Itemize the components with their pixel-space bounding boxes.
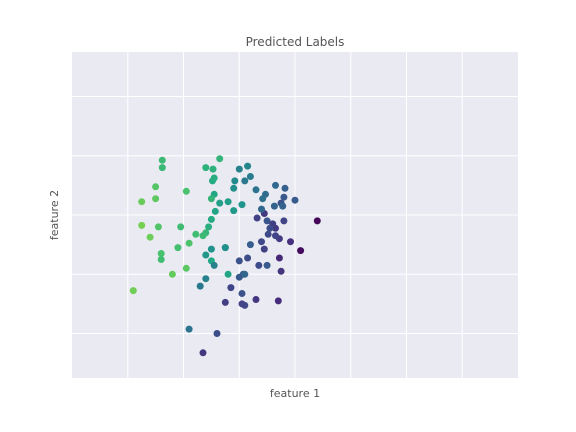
scatter-point bbox=[221, 298, 229, 306]
scatter-point bbox=[277, 267, 285, 275]
scatter-point bbox=[280, 217, 288, 225]
scatter-point bbox=[168, 270, 176, 278]
scatter-point bbox=[227, 284, 235, 292]
scatter-point bbox=[287, 238, 294, 246]
scatter-point bbox=[129, 287, 137, 295]
scatter-point bbox=[246, 241, 254, 249]
scatter-point bbox=[241, 270, 249, 278]
scatter-point bbox=[199, 232, 207, 240]
scatter-point bbox=[202, 251, 210, 259]
scatter-point bbox=[192, 230, 200, 238]
scatter-point bbox=[252, 296, 260, 303]
y-axis-label: feature 2 bbox=[48, 190, 61, 240]
scatter-point bbox=[224, 198, 232, 206]
scatter-point bbox=[158, 156, 166, 164]
scatter-point bbox=[272, 181, 279, 189]
scatter-point bbox=[238, 300, 246, 308]
scatter-point bbox=[211, 207, 219, 215]
scatter-point bbox=[154, 223, 162, 231]
scatter-point bbox=[274, 297, 282, 305]
scatter-point bbox=[260, 245, 268, 253]
scatter-point bbox=[152, 195, 160, 203]
scatter-point bbox=[205, 223, 213, 231]
scatter-point bbox=[241, 177, 249, 185]
scatter-point bbox=[252, 186, 260, 194]
scatter-point bbox=[146, 233, 154, 241]
data-points bbox=[129, 155, 321, 357]
scatter-point bbox=[138, 221, 146, 229]
scatter-point bbox=[230, 207, 238, 215]
scatter-point bbox=[138, 198, 146, 206]
scatter-point bbox=[258, 205, 265, 213]
scatter-point bbox=[209, 165, 217, 173]
scatter-point bbox=[255, 261, 263, 269]
scatter-point bbox=[202, 164, 210, 172]
scatter-point bbox=[280, 193, 288, 201]
scatter-point bbox=[279, 202, 287, 210]
scatter-point bbox=[231, 177, 239, 185]
scatter-point bbox=[210, 261, 218, 269]
scatter-point bbox=[263, 217, 271, 225]
scatter-point bbox=[158, 164, 166, 172]
scatter-point bbox=[275, 254, 283, 262]
scatter-point bbox=[199, 349, 207, 357]
scatter-point bbox=[253, 214, 261, 222]
scatter-point bbox=[238, 290, 246, 297]
scatter-point bbox=[216, 199, 224, 207]
chart-title: Predicted Labels bbox=[246, 35, 345, 49]
scatter-point bbox=[235, 257, 243, 265]
scatter-point bbox=[258, 238, 265, 246]
scatter-point bbox=[244, 254, 252, 262]
scatter-point bbox=[221, 244, 229, 252]
scatter-point bbox=[266, 224, 274, 232]
scatter-point bbox=[291, 196, 299, 204]
scatter-point bbox=[177, 223, 185, 231]
scatter-point bbox=[216, 155, 224, 163]
scatter-point bbox=[224, 270, 232, 278]
scatter-point bbox=[182, 264, 190, 272]
x-axis-label: feature 1 bbox=[270, 387, 320, 400]
scatter-point bbox=[202, 275, 210, 283]
scatter-point bbox=[174, 244, 182, 252]
scatter-point bbox=[207, 245, 215, 253]
scatter-point bbox=[235, 165, 243, 173]
scatter-point bbox=[272, 232, 279, 240]
scatter-point bbox=[297, 247, 305, 255]
scatter-point bbox=[259, 195, 267, 203]
scatter-point bbox=[244, 162, 252, 170]
scatter-point bbox=[238, 201, 246, 209]
scatter-point bbox=[246, 173, 254, 180]
gridlines bbox=[72, 52, 518, 378]
scatter-point bbox=[157, 250, 165, 257]
scatter-point bbox=[185, 239, 193, 247]
scatter-point bbox=[230, 184, 238, 192]
scatter-point bbox=[281, 184, 289, 192]
scatter-point bbox=[213, 330, 221, 337]
scatter-point bbox=[157, 256, 165, 263]
scatter-point bbox=[263, 261, 271, 269]
scatter-point bbox=[264, 230, 272, 238]
scatter-point bbox=[196, 282, 204, 290]
scatter-point bbox=[207, 195, 215, 203]
scatter-point bbox=[152, 183, 160, 191]
scatter-point bbox=[182, 187, 190, 195]
scatter-point bbox=[270, 202, 278, 210]
scatter-point bbox=[207, 215, 215, 223]
scatter-point bbox=[313, 217, 321, 225]
scatter-point bbox=[210, 174, 218, 182]
scatter-point bbox=[185, 325, 193, 333]
